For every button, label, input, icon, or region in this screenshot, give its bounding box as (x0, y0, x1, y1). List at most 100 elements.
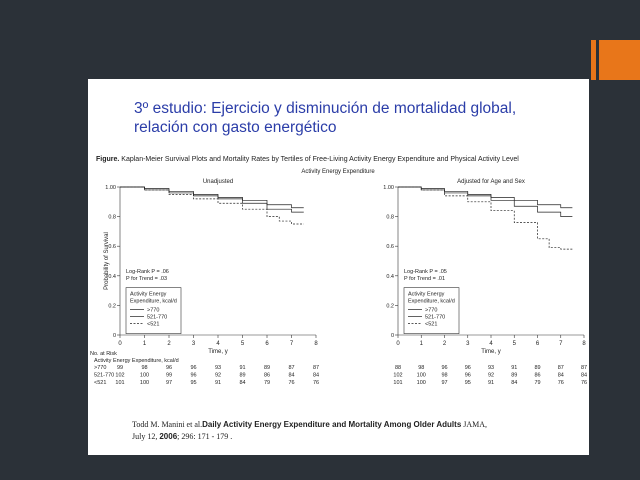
figure-caption: Figure. Kaplan-Meier Survival Plots and … (96, 156, 519, 163)
panel-2-risk-value: 91 (511, 365, 517, 371)
panel-2-stat-trend: P for Trend = .01 (404, 276, 445, 282)
panel-1-risk-value: 86 (264, 373, 270, 379)
panel-1-risk-value: 79 (264, 380, 270, 386)
panel-1-risk-value: 91 (239, 365, 245, 371)
citation-pages: ; 296: 171 - 179 . (177, 432, 233, 441)
panel-1-risk-value: 89 (264, 365, 270, 371)
panel-1-y-tick-label: 0.4 (108, 274, 116, 280)
panel-2-risk-value: 87 (558, 365, 564, 371)
risk-header: No. at Risk (90, 351, 117, 357)
panel-2-risk-value: 96 (465, 365, 471, 371)
panel-1-x-tick-label: 2 (167, 341, 171, 347)
panel-1-x-tick-label: 0 (118, 341, 122, 347)
panel-1-legend-label-2: 521-770 (147, 315, 167, 321)
panel-1-risk-value: 87 (288, 365, 294, 371)
panel-2-x-tick-label: 1 (420, 341, 424, 347)
panel-1-risk-value: 96 (190, 365, 196, 371)
panel-2-risk-value: 89 (511, 373, 517, 379)
panel-1-risk-value: 100 (140, 373, 149, 379)
panel-1-legend-label-1: >770 (147, 308, 159, 314)
panel-1-series-2-line (120, 186, 304, 213)
panel-1-risk-value: 76 (313, 380, 319, 386)
panel-2-y-tick-label: 0.2 (386, 303, 394, 309)
slide-title: 3º estudio: Ejercicio y disminución de m… (134, 99, 516, 137)
panel-2-risk-value: 96 (465, 373, 471, 379)
panel-2-x-tick-label: 8 (582, 341, 586, 347)
panel-1-risk-value: 92 (215, 373, 221, 379)
panel-2-stat-logrank: Log-Rank P = .05 (404, 269, 447, 275)
panel-1-legend-box (125, 287, 182, 334)
panel-2-legend-label-2: 521-770 (425, 315, 445, 321)
panel-2-series-3-line (398, 186, 573, 250)
panel-2-risk-value: 102 (393, 373, 402, 379)
panel-2-risk-value: 96 (441, 365, 447, 371)
panel-1-risk-value: 98 (141, 365, 147, 371)
panel-1-x-tick-label: 5 (241, 341, 245, 347)
panel-1-y-tick-label: 0 (113, 333, 116, 339)
panel-2-risk-value: 97 (441, 380, 447, 386)
citation-date: July 12, (132, 432, 158, 441)
panel-2-risk-value: 91 (488, 380, 494, 386)
panel-1-legend-label-3: <521 (147, 322, 159, 328)
panel-1-legend-title-2: Expenditure, kcal/d (130, 299, 177, 305)
accent-square-small (591, 40, 596, 80)
panel-2-risk-value: 89 (534, 365, 540, 371)
panel-2-risk-value: 100 (417, 380, 426, 386)
panel-2-legend-label-3: <521 (425, 322, 437, 328)
panel-2-risk-value: 98 (441, 373, 447, 379)
panel-1-risk-value: 101 (115, 380, 124, 386)
panel-2-risk-value: 76 (581, 380, 587, 386)
panel-2-title: Adjusted for Age and Sex (457, 179, 525, 185)
risk-row-label-3: <521 (94, 380, 106, 386)
panel-1-x-tick-label: 4 (216, 341, 220, 347)
panel-2-risk-value: 100 (417, 373, 426, 379)
title-line-2: relación con gasto energético (134, 119, 337, 136)
panel-1-risk-value: 95 (190, 380, 196, 386)
panel-2-legend-title-1: Activity Energy (408, 292, 445, 298)
panel-1-risk-value: 102 (115, 373, 124, 379)
panel-1-risk-value: 87 (313, 365, 319, 371)
panel-2-x-tick-label: 3 (466, 341, 470, 347)
citation-year: 2006 (159, 432, 178, 441)
kaplan-meier-chart: Activity Energy Expenditure Probability o… (90, 169, 587, 386)
title-line-1: 3º estudio: Ejercicio y disminución de m… (134, 100, 517, 117)
panel-2-y-tick-label: 0.6 (386, 244, 394, 250)
panel-1-y-tick-label: 0.6 (108, 244, 116, 250)
panel-2-risk-value: 76 (558, 380, 564, 386)
panel-1-y-tick-label: 0.2 (108, 303, 116, 309)
panel-2-risk-value: 87 (581, 365, 587, 371)
risk-row-label-2: 521-770 (94, 373, 114, 379)
y-axis-label: Probability of Survival (104, 232, 110, 290)
risk-row-label-1: >770 (94, 365, 106, 371)
risk-subheader: Activity Energy Expenditure, kcal/d (94, 358, 179, 364)
panel-2-legend-box (403, 287, 460, 334)
accent-square-large (599, 40, 640, 80)
panel-1-title: Unadjusted (203, 179, 233, 185)
panel-2-series-2-line (398, 186, 573, 217)
panel-1-y-tick-label: 0.8 (108, 215, 116, 221)
panel-2-x-tick-label: 0 (396, 341, 400, 347)
panel-2-risk-value: 101 (393, 380, 402, 386)
panel-1-x-tick-label: 8 (314, 341, 318, 347)
panel-1-stat-trend: P for Trend = .03 (126, 276, 167, 282)
panel-1-risk-value: 96 (190, 373, 196, 379)
panel-2-y-tick-label: 1.00 (383, 185, 394, 191)
panel-2-risk-value: 92 (488, 373, 494, 379)
panel-2-risk-value: 84 (511, 380, 517, 386)
panel-2-risk-value: 84 (581, 373, 587, 379)
panel-1-risk-value: 97 (166, 380, 172, 386)
chart-title: Activity Energy Expenditure (301, 169, 375, 175)
panel-2-risk-value: 79 (534, 380, 540, 386)
panel-1-x-tick-label: 7 (290, 341, 294, 347)
panel-1-risk-value: 84 (239, 380, 245, 386)
panel-1-risk-value: 89 (239, 373, 245, 379)
citation-journal: JAMA, (463, 420, 488, 429)
panel-2-legend-title-2: Expenditure, kcal/d (408, 299, 455, 305)
panel-2-risk-value: 95 (465, 380, 471, 386)
panel-2-x-tick-label: 5 (513, 341, 517, 347)
panel-2-risk-value: 93 (488, 365, 494, 371)
citation-author: Todd M. Manini et al. (132, 420, 203, 429)
panel-2-risk-value: 84 (558, 373, 564, 379)
panel-2-x-tick-label: 6 (536, 341, 540, 347)
panel-1-risk-value: 84 (313, 373, 319, 379)
